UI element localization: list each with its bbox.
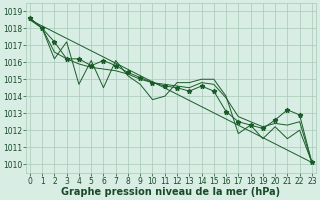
- X-axis label: Graphe pression niveau de la mer (hPa): Graphe pression niveau de la mer (hPa): [61, 187, 280, 197]
